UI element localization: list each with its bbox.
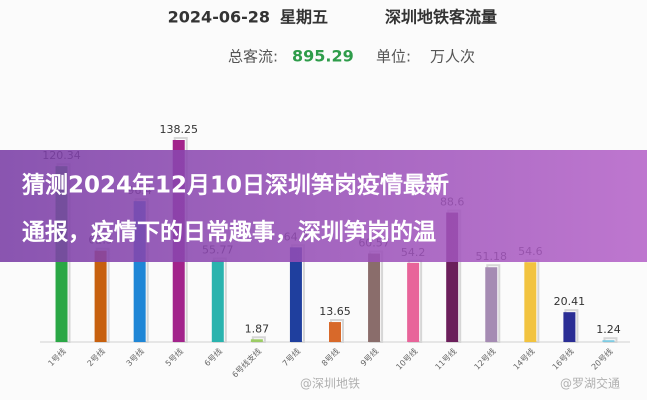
banner [0, 150, 647, 262]
bar [94, 250, 107, 342]
watermark: @深圳地铁 [300, 377, 360, 391]
value-label: 1.24 [596, 323, 621, 336]
bar [368, 253, 381, 342]
chart-title: 深圳地铁客流量 [385, 8, 497, 27]
bar [485, 267, 498, 342]
title-date: 2024-06-28 [168, 8, 270, 27]
value-label: 20.41 [554, 295, 586, 308]
total-label: 总客流: [228, 48, 278, 66]
bar [602, 340, 615, 342]
bar [407, 262, 420, 342]
bar [524, 262, 537, 342]
value-label: 138.25 [159, 123, 198, 136]
bar [563, 312, 576, 342]
bar [329, 322, 341, 342]
value-label: 13.65 [319, 305, 351, 318]
banner-line: 猜测2024年12月10日深圳笋岗疫情最新 [21, 172, 449, 199]
unit-value: 万人次 [430, 48, 475, 66]
banner-line: 通报，疫情下的日常趣事，深圳笋岗的温 [22, 219, 436, 246]
bar [289, 247, 302, 342]
total-value: 895.29 [292, 47, 354, 66]
title-weekday: 星期五 [280, 8, 328, 27]
bar [211, 260, 224, 342]
value-label: 1.87 [245, 322, 270, 335]
unit-label: 单位: [376, 48, 411, 66]
bar [250, 339, 263, 342]
watermark: @罗湖交通 [560, 376, 620, 391]
